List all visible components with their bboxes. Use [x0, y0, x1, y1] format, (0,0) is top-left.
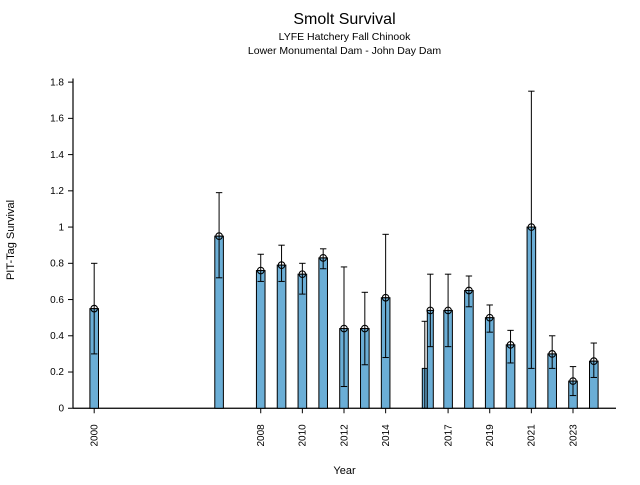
svg-text:LYFE Hatchery Fall Chinook: LYFE Hatchery Fall Chinook [279, 31, 411, 43]
svg-text:1: 1 [58, 222, 64, 233]
svg-text:0.8: 0.8 [50, 259, 64, 270]
svg-text:2000: 2000 [89, 424, 100, 447]
svg-text:1.4: 1.4 [50, 150, 64, 161]
svg-text:0.6: 0.6 [50, 295, 64, 306]
svg-text:0.4: 0.4 [50, 331, 64, 342]
svg-text:1.6: 1.6 [50, 114, 64, 125]
svg-text:0: 0 [58, 403, 64, 414]
svg-text:Year: Year [333, 465, 356, 477]
svg-text:2008: 2008 [256, 424, 267, 447]
svg-text:PIT-Tag Survival: PIT-Tag Survival [5, 200, 17, 280]
svg-text:Smolt Survival: Smolt Survival [293, 11, 395, 28]
svg-text:2019: 2019 [485, 424, 496, 447]
svg-text:Lower Monumental Dam - John Da: Lower Monumental Dam - John Day Dam [248, 45, 441, 57]
svg-text:2010: 2010 [298, 424, 309, 447]
svg-text:2014: 2014 [381, 424, 392, 447]
svg-text:0.2: 0.2 [50, 367, 64, 378]
svg-text:1.8: 1.8 [50, 77, 64, 88]
svg-text:2023: 2023 [568, 424, 579, 447]
svg-text:2017: 2017 [443, 424, 454, 447]
svg-text:2021: 2021 [527, 424, 538, 447]
svg-text:2012: 2012 [339, 424, 350, 447]
svg-text:1.2: 1.2 [50, 186, 64, 197]
